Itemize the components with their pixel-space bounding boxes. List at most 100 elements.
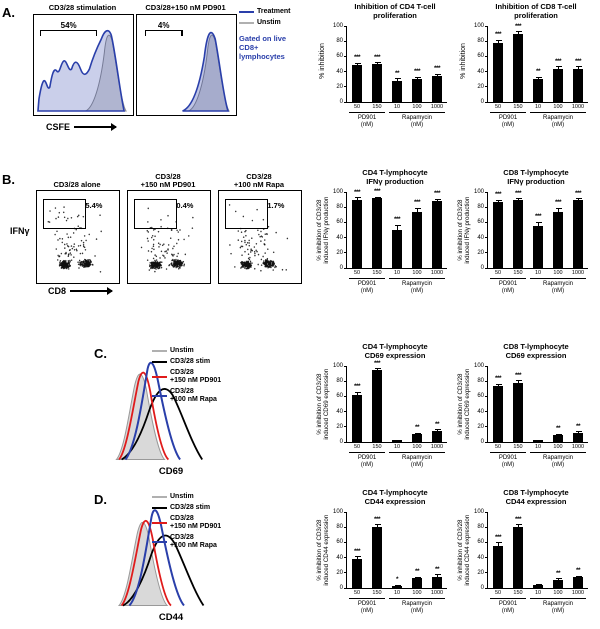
bar <box>432 431 442 442</box>
x-tick-label: 1000 <box>571 590 585 596</box>
error-bar <box>496 542 502 547</box>
x-tick-label: 10 <box>393 590 401 596</box>
gate-percentage: 54% <box>60 21 77 30</box>
bar <box>533 226 543 268</box>
bar <box>392 230 402 268</box>
bar <box>352 64 362 102</box>
y-tick-label: 60 <box>477 393 484 400</box>
y-tick-label: 100 <box>332 363 343 369</box>
error-bar <box>395 439 401 441</box>
significance-stars: *** <box>494 31 502 39</box>
y-tick-label: 40 <box>336 68 343 75</box>
dot-plot: 1.7% <box>218 190 302 284</box>
group-label: PD901 (nM) <box>498 281 518 294</box>
error-bar <box>536 221 542 227</box>
chart-body: % inhibition of CD3/28 induced CD44 expr… <box>457 509 597 614</box>
bar <box>493 42 503 102</box>
legend-label: CD3/28 +100 nM Rapa <box>170 388 217 404</box>
significance-stars: *** <box>514 189 522 197</box>
x-tick-label: 150 <box>513 444 523 450</box>
y-tick <box>344 221 347 223</box>
y-tick-label: 80 <box>336 524 343 531</box>
gate-percentage: 0.4% <box>176 201 194 211</box>
y-tick <box>485 55 488 57</box>
y-tick <box>485 572 488 574</box>
gate-rectangle <box>42 199 86 229</box>
y-tick-label: 80 <box>477 378 484 385</box>
x-tick-label: 150 <box>372 590 382 596</box>
bar <box>573 577 583 588</box>
error-bar <box>375 368 381 370</box>
y-tick <box>344 267 347 269</box>
error-bar <box>576 431 582 433</box>
x-tick-label: 50 <box>494 270 502 276</box>
significance-stars: *** <box>373 359 381 367</box>
legend-item-unstim: Unstim <box>152 493 221 501</box>
panel-d-overlay-histogram <box>106 498 236 610</box>
y-tick-label: 20 <box>336 249 343 256</box>
y-axis-label: % inhibition of CD3/28 induced CD69 expr… <box>315 368 330 440</box>
chart-title: CD4 T-lymphocyte CD44 expression <box>362 488 428 506</box>
y-tick-label: 100 <box>332 509 343 515</box>
significance-stars: *** <box>574 57 582 65</box>
y-tick <box>344 71 347 73</box>
y-tick <box>344 380 347 382</box>
dot-plot: 5.4% <box>36 190 120 284</box>
y-tick-label: 40 <box>477 234 484 241</box>
y-tick <box>344 587 347 589</box>
y-tick-label: 80 <box>477 524 484 531</box>
bar <box>553 435 563 442</box>
x-tick-label: 50 <box>494 104 502 110</box>
rapa-curve <box>129 510 184 605</box>
treatment-line-swatch <box>239 10 254 14</box>
error-bar <box>435 198 441 202</box>
y-tick <box>485 441 488 443</box>
x-tick-label: 100 <box>412 270 422 276</box>
gate-percentage: 5.4% <box>85 201 103 211</box>
y-tick <box>485 411 488 413</box>
histogram-curves <box>137 15 236 115</box>
group-label: PD901 (nM) <box>357 115 377 128</box>
group-label: PD901 (nM) <box>357 601 377 614</box>
error-bar <box>576 66 582 70</box>
bar <box>493 385 503 442</box>
unstim-line-swatch <box>152 349 167 353</box>
y-tick-label: 40 <box>477 68 484 75</box>
unstim-line-swatch <box>239 21 254 25</box>
x-tick-label: 10 <box>393 270 401 276</box>
legend-item-stim: CD3/28 stim <box>152 504 221 512</box>
bar <box>513 33 523 102</box>
bar-chart-cd4-proliferation: Inhibition of CD4 T-cell proliferation % … <box>316 2 456 132</box>
group-label: PD901 (nM) <box>498 601 518 614</box>
bar <box>432 201 442 268</box>
y-tick <box>485 221 488 223</box>
y-tick-label: 20 <box>477 83 484 90</box>
error-bar <box>496 39 502 43</box>
group-bracket <box>530 598 586 599</box>
x-tick-label: 10 <box>534 270 542 276</box>
y-tick <box>344 237 347 239</box>
y-tick <box>485 365 488 367</box>
chart-body: % inhibition of CD3/28 induced CD69 expr… <box>315 360 456 468</box>
overlay-curves <box>106 352 236 464</box>
y-axis-label: % inhibition of CD3/28 induced CD69 expr… <box>456 368 471 440</box>
y-tick-label: 80 <box>336 204 343 211</box>
dot-cloud <box>228 204 289 272</box>
x-tick-label: 1000 <box>430 104 444 110</box>
x-tick-label: 100 <box>553 444 563 450</box>
y-tick <box>485 71 488 73</box>
gate-bracket: 4% <box>144 21 183 37</box>
panel-a-histogram-pd901: CD3/28+150 nM PD901 4% <box>136 3 237 116</box>
legend-label: CD3/28 +100 nM Rapa <box>170 534 217 550</box>
panel-b-plot-rapa: CD3/28 +100 nM Rapa 1.7% <box>218 170 302 284</box>
error-bar <box>435 429 441 432</box>
x-tick-label: 1000 <box>430 270 444 276</box>
significance-stars: *** <box>373 188 381 196</box>
x-tick-label: 10 <box>534 590 542 596</box>
x-tick-label: 50 <box>353 444 361 450</box>
gate-percentage: 4% <box>157 21 170 30</box>
arrow-icon <box>74 123 118 131</box>
significance-stars: ** <box>434 565 440 573</box>
significance-stars: *** <box>554 57 562 65</box>
group-bracket <box>389 598 445 599</box>
